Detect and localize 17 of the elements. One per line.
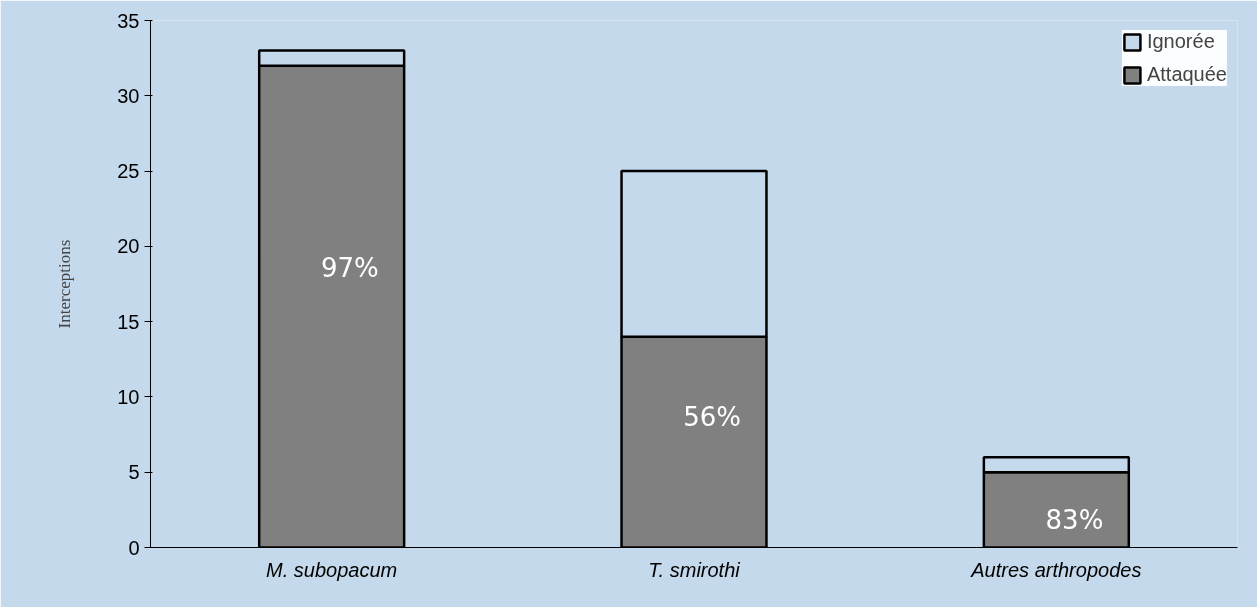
- y-axis-title: Interceptions: [55, 239, 75, 329]
- y-tick-label: 15: [117, 310, 140, 333]
- y-tick-label: 10: [117, 385, 140, 408]
- y-tick-label: 35: [117, 9, 140, 32]
- legend-label: Attaquée: [1146, 63, 1227, 86]
- y-tick-label: 0: [128, 536, 140, 559]
- annotation: 83%: [1045, 505, 1104, 536]
- x-tick-label: Autres arthropodes: [970, 558, 1142, 581]
- y-tick-label: 30: [117, 84, 140, 107]
- annotation: 97%: [320, 253, 379, 284]
- y-tick-label: 20: [117, 235, 140, 258]
- x-tick-label: M. subopacum: [266, 558, 398, 581]
- y-tick-label: 5: [128, 461, 140, 484]
- y-tick-label: 25: [117, 160, 140, 183]
- legend-label: Ignorée: [1146, 30, 1215, 53]
- x-tick-label: T. smirothi: [648, 558, 741, 581]
- annotation: 56%: [683, 401, 742, 432]
